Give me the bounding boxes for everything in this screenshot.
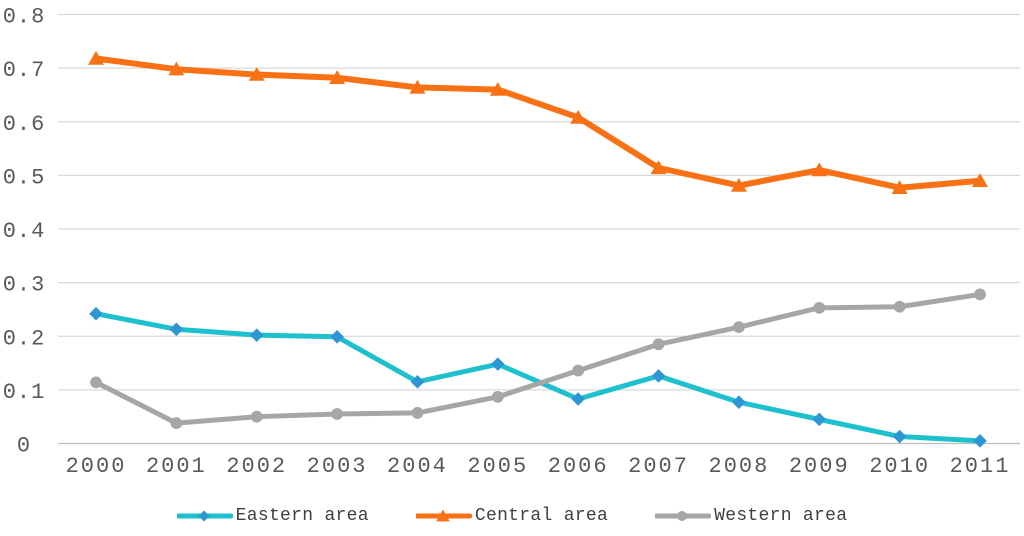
diamond-marker-icon	[169, 322, 184, 337]
legend-label-western-area: Western area	[714, 506, 848, 526]
diamond-marker-icon	[410, 375, 425, 389]
triangle-marker-icon	[489, 81, 506, 96]
chart-legend: Eastern area Central area Western area	[0, 506, 1024, 526]
legend-label-central-area: Central area	[474, 506, 609, 526]
circle-marker-icon	[893, 300, 906, 313]
y-tick-label: 0.3	[3, 273, 46, 298]
diamond-marker-icon	[198, 510, 210, 522]
x-tick-label: 2003	[307, 454, 368, 479]
triangle-marker-icon	[811, 162, 828, 177]
y-tick-label: 0.8	[3, 5, 46, 30]
circle-marker-icon	[90, 376, 102, 389]
central-series-swatch-icon	[415, 509, 472, 522]
triangle-marker-icon	[650, 160, 667, 175]
y-tick-label: 0.1	[3, 380, 46, 405]
circle-marker-icon	[652, 338, 665, 351]
legend-item-central-area: Central area	[415, 506, 609, 526]
circle-marker-icon	[170, 417, 183, 430]
diamond-marker-icon	[89, 306, 103, 321]
y-tick-label: 0.4	[3, 219, 46, 244]
x-tick-label: 2004	[387, 454, 448, 479]
circle-marker-icon	[572, 364, 585, 377]
diamond-marker-icon	[892, 429, 907, 444]
triangle-marker-icon	[88, 50, 104, 65]
triangle-marker-icon	[248, 66, 265, 81]
diamond-marker-icon	[973, 434, 987, 448]
diamond-marker-icon	[330, 329, 344, 344]
diamond-marker-icon	[571, 392, 585, 406]
series-line-central-area	[93, 55, 983, 191]
y-tick-label: 0	[17, 434, 31, 459]
circle-marker-icon	[331, 408, 343, 420]
diamond-marker-icon	[249, 328, 264, 342]
x-tick-label: 2000	[66, 454, 127, 479]
triangle-marker-icon	[329, 70, 346, 85]
eastern-series-swatch-icon	[176, 510, 233, 522]
y-tick-label: 0.6	[3, 112, 46, 137]
x-tick-label: 2007	[628, 454, 689, 479]
x-tick-label: 2009	[789, 454, 850, 479]
x-tick-label: 2010	[869, 454, 930, 479]
legend-item-eastern-area: Eastern area	[176, 506, 369, 526]
x-tick-label: 2008	[709, 454, 770, 479]
western-series-swatch-icon	[655, 511, 712, 521]
diamond-marker-icon	[732, 395, 746, 410]
diamond-marker-icon	[651, 369, 666, 383]
triangle-marker-icon	[891, 180, 908, 194]
series-line-eastern-area	[93, 311, 983, 444]
circle-marker-icon	[411, 407, 424, 419]
x-tick-label: 2011	[950, 454, 1011, 479]
legend-item-western-area: Western area	[655, 506, 847, 526]
circle-marker-icon	[250, 410, 263, 423]
x-tick-label: 2002	[226, 454, 287, 479]
x-tick-label: 2006	[548, 454, 609, 479]
legend-label-eastern-area: Eastern area	[235, 506, 369, 526]
triangle-marker-icon	[168, 61, 185, 76]
circle-marker-icon	[491, 390, 504, 403]
triangle-marker-icon	[570, 109, 587, 124]
triangle-marker-icon	[730, 177, 747, 192]
line-chart: 0 0.1 0.2 0.3 0.4 0.5 0.6 0.7 0.8 2000 2001 2002 200…	[3, 5, 1020, 479]
series-line-western-area	[93, 291, 983, 426]
diamond-marker-icon	[491, 357, 505, 371]
triangle-marker-icon	[409, 79, 426, 94]
y-tick-label: 0.7	[3, 58, 46, 83]
triangle-marker-icon	[972, 173, 988, 187]
circle-marker-icon	[974, 288, 986, 301]
circle-marker-icon	[733, 321, 745, 334]
diamond-marker-icon	[812, 412, 827, 427]
x-tick-label: 2005	[467, 454, 528, 479]
y-tick-label: 0.2	[3, 326, 46, 351]
triangle-marker-icon	[436, 509, 450, 522]
circle-marker-icon	[677, 511, 688, 521]
circle-marker-icon	[813, 301, 826, 314]
y-tick-label: 0.5	[3, 165, 46, 190]
x-tick-label: 2001	[146, 454, 207, 479]
